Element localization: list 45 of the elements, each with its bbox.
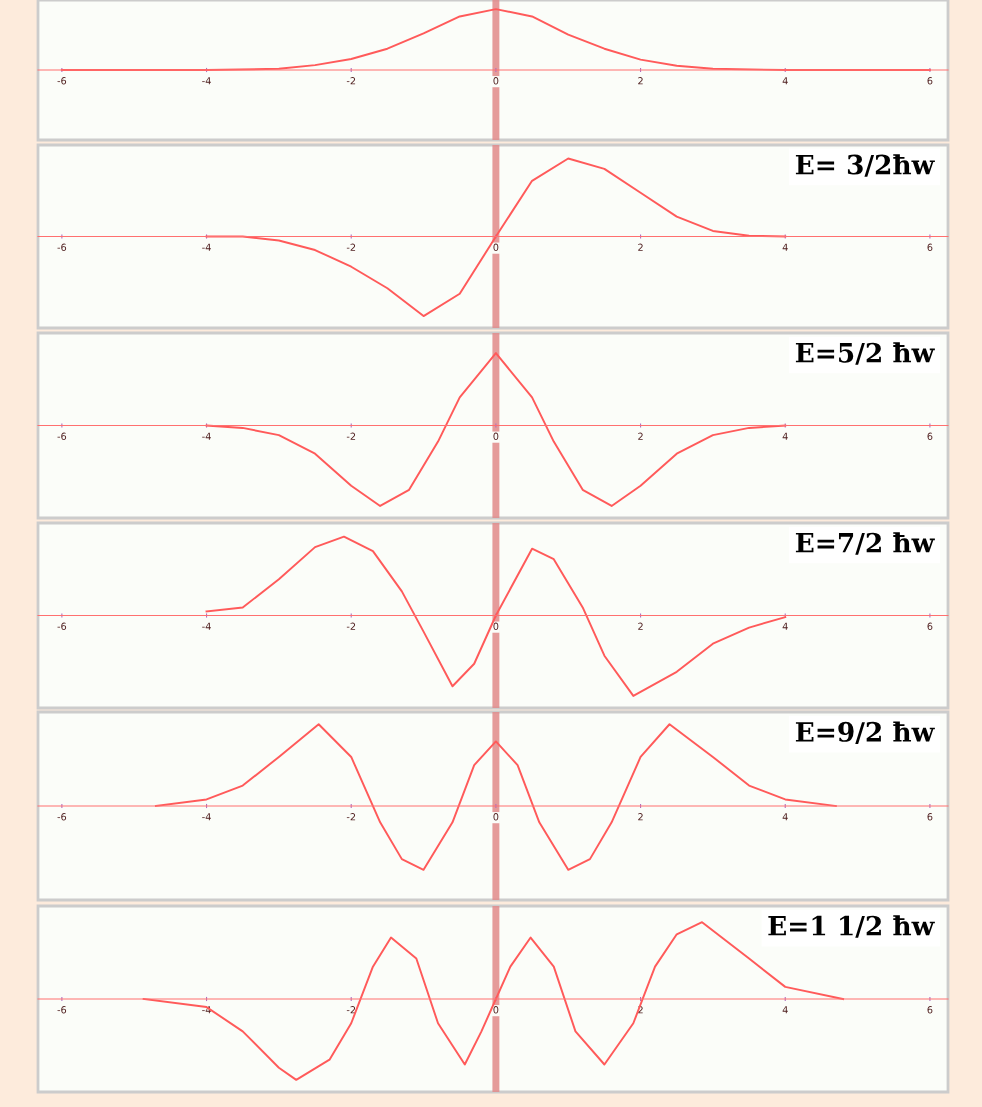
x-tick-label: -4 [202,813,211,821]
x-tick-label: -2 [346,1006,356,1014]
x-tick-label: 6 [927,622,933,630]
x-tick-label: -4 [202,432,211,440]
x-tick-label: 4 [782,432,788,440]
x-tick-label: 4 [782,813,788,821]
x-tick-label: 6 [927,1006,933,1014]
x-tick-label: -2 [346,77,356,85]
annotation: E= 3/2ħw [795,154,935,177]
annotation: E=1 1/2 ħw [768,915,935,938]
x-tick-label: -6 [57,622,67,630]
x-tick-label: 0 [493,1006,499,1014]
x-tick-label: 2 [638,813,643,821]
x-tick-label: -6 [57,243,67,251]
x-tick-label: -2 [346,243,356,251]
x-tick-label: 0 [493,432,499,440]
x-tick-label: 2 [638,622,643,630]
x-tick-label: 0 [493,622,499,630]
x-tick-label: -4 [202,622,211,630]
x-tick-label: 4 [782,1006,788,1014]
x-tick-label: 6 [927,243,933,251]
x-tick-label: 2 [638,77,643,85]
x-tick-label: 4 [782,243,788,251]
x-tick-label: -6 [57,432,67,440]
x-tick-label: 2 [638,243,643,251]
x-tick-label: -4 [202,243,211,251]
x-tick-label: -6 [57,77,67,85]
x-tick-label: -6 [57,813,67,821]
annotation: E=5/2 ħw [795,342,935,365]
x-tick-label: 2 [638,432,643,440]
x-tick-label: -2 [346,432,356,440]
x-tick-label: 0 [493,77,499,85]
x-tick-label: 0 [493,243,499,251]
x-tick-label: -6 [57,1006,67,1014]
x-tick-label: 4 [782,77,788,85]
x-tick-label: 0 [493,813,499,821]
x-tick-label: -2 [346,813,356,821]
x-tick-label: 4 [782,622,788,630]
x-tick-label: 6 [927,77,933,85]
x-tick-label: -2 [346,622,356,630]
annotation: E=9/2 ħw [795,721,935,744]
x-tick-label: 6 [927,432,933,440]
x-tick-label: -4 [202,77,211,85]
x-tick-label: 6 [927,813,933,821]
annotation: E=7/2 ħw [795,532,935,555]
